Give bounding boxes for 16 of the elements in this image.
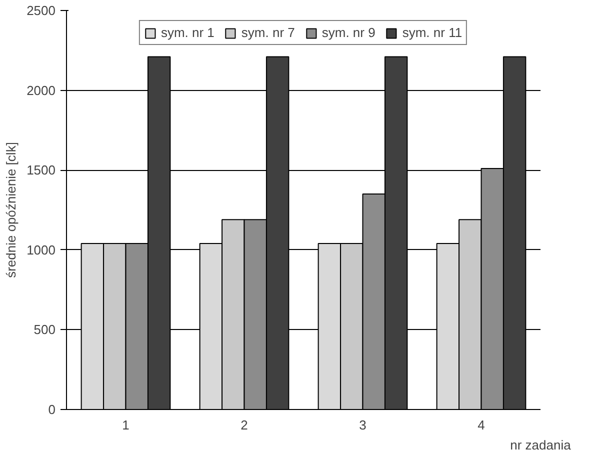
x-tick-label: 1 — [122, 418, 130, 432]
y-tick-label: 1000 — [26, 242, 56, 258]
y-tick-label: 0 — [48, 402, 56, 417]
x-tick-label: 3 — [359, 418, 366, 432]
y-tick-label: 1500 — [26, 162, 56, 178]
x-tick-label: 4 — [478, 418, 485, 432]
legend-label: sym. nr 1 — [160, 25, 214, 40]
legend-label: sym. nr 7 — [241, 25, 295, 40]
legend-label: sym. nr 9 — [322, 25, 376, 40]
x-axis-title: nr zadania — [510, 438, 572, 452]
y-tick-label: 2500 — [26, 3, 56, 18]
y-tick-label: 2000 — [26, 82, 56, 98]
x-tick-label: 2 — [240, 418, 248, 432]
y-axis-title: średnie opóźnienie [clk] — [4, 142, 19, 278]
legend-label: sym. nr 11 — [402, 25, 462, 40]
y-tick-label: 500 — [34, 322, 56, 338]
